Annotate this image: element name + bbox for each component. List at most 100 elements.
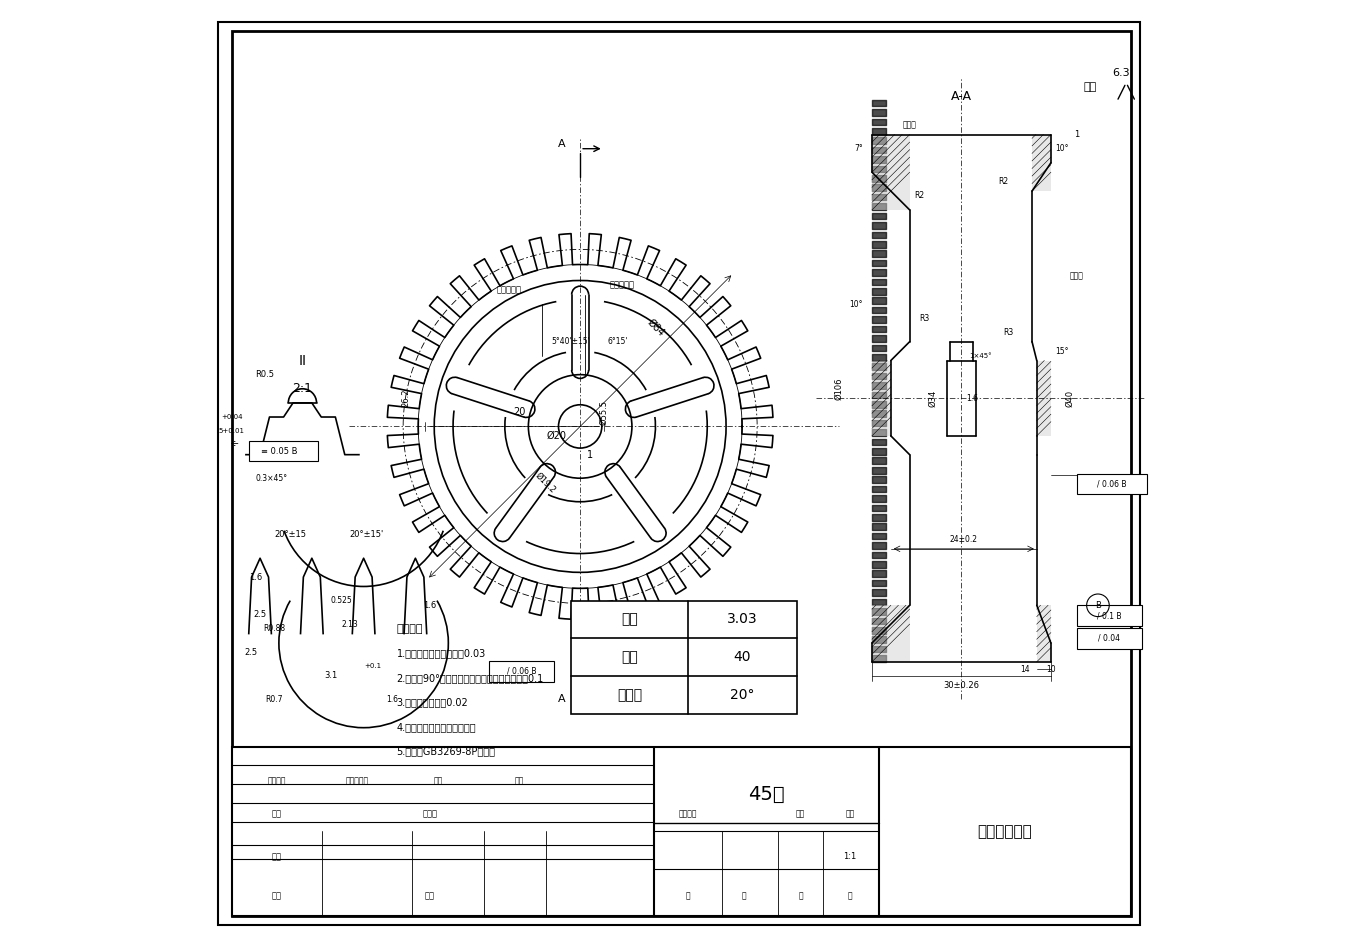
Text: 1.6: 1.6	[386, 695, 398, 704]
Text: +0.04: +0.04	[221, 414, 243, 420]
Bar	[232, 746, 1131, 916]
Text: 2.在任意90°角内，轮齿周节累计偏差应不大于0.1: 2.在任意90°角内，轮齿周节累计偏差应不大于0.1	[397, 673, 543, 683]
Text: 日期: 日期	[425, 891, 435, 901]
Text: 去毛刺: 去毛刺	[903, 120, 917, 130]
Text: / 0.1 B: / 0.1 B	[1097, 611, 1122, 620]
Text: 5.其余按GB3269-8P之规定: 5.其余按GB3269-8P之规定	[397, 746, 496, 757]
Text: 去毛刺: 去毛刺	[1070, 271, 1084, 280]
Text: 日期: 日期	[515, 776, 524, 785]
Text: 1×45°: 1×45°	[970, 353, 991, 359]
Text: 2.13: 2.13	[341, 619, 359, 629]
Text: / 0.06 B: / 0.06 B	[507, 667, 536, 676]
Text: 重量: 重量	[796, 810, 805, 819]
Text: R2: R2	[914, 191, 925, 200]
Text: 2:1: 2:1	[292, 383, 312, 395]
Text: 6.3: 6.3	[1112, 68, 1130, 79]
Text: Ø106: Ø106	[835, 378, 843, 400]
Text: Ø55.5: Ø55.5	[599, 400, 608, 425]
Bar	[1036, 361, 1051, 436]
Text: / 0.04: / 0.04	[1099, 634, 1120, 643]
Text: 1.6: 1.6	[249, 573, 262, 581]
Text: 1: 1	[1074, 130, 1080, 139]
Text: 5°40'±15': 5°40'±15'	[551, 337, 591, 347]
Bar	[1032, 134, 1051, 191]
Text: 页: 页	[741, 891, 747, 901]
Text: B: B	[1095, 600, 1101, 610]
FancyBboxPatch shape	[249, 440, 318, 461]
Bar	[570, 600, 797, 714]
Text: 标准化: 标准化	[422, 810, 437, 819]
Bar	[872, 134, 887, 662]
Text: Ø19.2: Ø19.2	[534, 471, 557, 495]
Text: R3: R3	[919, 313, 929, 323]
Text: 工艺: 工艺	[272, 891, 281, 901]
Text: A-A: A-A	[951, 90, 972, 103]
Text: R0.88: R0.88	[263, 624, 285, 634]
Text: 比例: 比例	[845, 810, 854, 819]
Text: 26.2: 26.2	[402, 389, 410, 407]
Text: 3.齿向误差应小于0.02: 3.齿向误差应小于0.02	[397, 698, 469, 707]
Text: 20°±15: 20°±15	[274, 530, 306, 539]
Text: 3.1: 3.1	[325, 671, 337, 680]
Text: 20°: 20°	[731, 688, 755, 702]
Text: 0.525: 0.525	[330, 596, 353, 605]
FancyBboxPatch shape	[489, 661, 554, 682]
Text: 40: 40	[733, 650, 751, 664]
Text: 20°±15': 20°±15'	[349, 530, 384, 539]
Bar	[1036, 605, 1051, 662]
Text: 共: 共	[686, 891, 690, 901]
Text: 页: 页	[847, 891, 853, 901]
Text: 齿槽中心线: 齿槽中心线	[497, 285, 521, 295]
Text: 键槽中心线: 键槽中心线	[610, 280, 636, 290]
Bar	[872, 605, 910, 662]
Bar	[872, 134, 910, 210]
Bar	[872, 361, 891, 436]
Text: 模数: 模数	[621, 613, 638, 626]
Text: 更改文件号: 更改文件号	[346, 776, 369, 785]
Text: 30±0.26: 30±0.26	[944, 681, 979, 689]
Text: A: A	[558, 694, 565, 705]
Text: 3.03: 3.03	[727, 613, 758, 626]
Text: 6°15': 6°15'	[607, 337, 627, 347]
Text: ≡ 0.05 B: ≡ 0.05 B	[261, 447, 297, 456]
Text: 第: 第	[799, 891, 803, 901]
Text: 1: 1	[587, 450, 592, 459]
Text: R0.7: R0.7	[265, 695, 282, 704]
Text: 10: 10	[1046, 665, 1055, 674]
Text: 45钢: 45钢	[748, 784, 785, 803]
Text: 1.轮齿周节偏差应不大于0.03: 1.轮齿周节偏差应不大于0.03	[397, 649, 486, 658]
Text: 设计: 设计	[272, 810, 281, 819]
Text: Ø84: Ø84	[645, 317, 665, 338]
Text: 标记处数: 标记处数	[268, 776, 287, 785]
Text: Ø40: Ø40	[1065, 389, 1074, 407]
Text: 0.3×45°: 0.3×45°	[255, 474, 288, 483]
Text: 签字: 签字	[435, 776, 443, 785]
Text: / 0.06 B: / 0.06 B	[1097, 479, 1127, 489]
FancyBboxPatch shape	[1077, 605, 1142, 626]
Text: R0.5: R0.5	[255, 370, 274, 379]
Text: 压力角: 压力角	[617, 688, 642, 702]
Text: 20: 20	[513, 407, 526, 418]
Text: 1:1: 1:1	[843, 852, 857, 861]
Text: II: II	[299, 353, 307, 367]
Text: 5+0.01: 5+0.01	[219, 428, 244, 434]
Text: 4.磁粉探伤，不得有任何裂纹: 4.磁粉探伤，不得有任何裂纹	[397, 722, 477, 732]
FancyBboxPatch shape	[1077, 474, 1148, 494]
Text: 10°: 10°	[849, 299, 862, 309]
Text: 技术要求: 技术要求	[397, 624, 424, 634]
Text: ÷: ÷	[230, 438, 239, 448]
Text: 2.5: 2.5	[244, 648, 257, 657]
Text: +0.1: +0.1	[364, 664, 382, 670]
Text: Ø34: Ø34	[929, 389, 937, 407]
Text: 齿数: 齿数	[621, 650, 638, 664]
Text: 1.6: 1.6	[966, 394, 978, 402]
Text: 10°: 10°	[1055, 144, 1069, 153]
Text: 24±0.2: 24±0.2	[949, 535, 978, 544]
Text: R2: R2	[998, 177, 1009, 187]
Text: R3: R3	[1004, 328, 1013, 337]
Text: A: A	[558, 139, 565, 149]
Text: 7°: 7°	[854, 144, 862, 153]
Text: 15°: 15°	[1055, 347, 1069, 356]
Text: 1.6: 1.6	[422, 600, 436, 610]
Text: 2.5: 2.5	[254, 610, 266, 619]
